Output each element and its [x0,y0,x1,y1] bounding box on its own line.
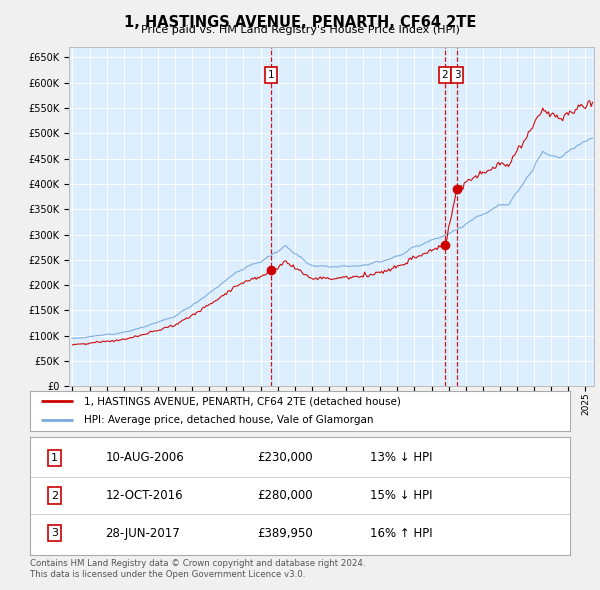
Text: This data is licensed under the Open Government Licence v3.0.: This data is licensed under the Open Gov… [30,570,305,579]
Text: 1: 1 [51,453,58,463]
Text: £389,950: £389,950 [257,527,313,540]
Text: 1, HASTINGS AVENUE, PENARTH, CF64 2TE (detached house): 1, HASTINGS AVENUE, PENARTH, CF64 2TE (d… [84,396,401,407]
Text: 3: 3 [454,70,460,80]
Text: £230,000: £230,000 [257,451,313,464]
Text: 2: 2 [442,70,448,80]
Text: 28-JUN-2017: 28-JUN-2017 [106,527,181,540]
Text: £280,000: £280,000 [257,489,313,502]
Text: 10-AUG-2006: 10-AUG-2006 [106,451,184,464]
Text: 13% ↓ HPI: 13% ↓ HPI [370,451,433,464]
Text: 2: 2 [51,491,58,500]
Text: Contains HM Land Registry data © Crown copyright and database right 2024.: Contains HM Land Registry data © Crown c… [30,559,365,568]
Text: 16% ↑ HPI: 16% ↑ HPI [370,527,433,540]
Text: 15% ↓ HPI: 15% ↓ HPI [370,489,433,502]
Text: 3: 3 [51,529,58,538]
Text: HPI: Average price, detached house, Vale of Glamorgan: HPI: Average price, detached house, Vale… [84,415,373,425]
Text: 1: 1 [268,70,274,80]
Text: Price paid vs. HM Land Registry's House Price Index (HPI): Price paid vs. HM Land Registry's House … [140,25,460,35]
Text: 12-OCT-2016: 12-OCT-2016 [106,489,183,502]
Text: 1, HASTINGS AVENUE, PENARTH, CF64 2TE: 1, HASTINGS AVENUE, PENARTH, CF64 2TE [124,15,476,30]
